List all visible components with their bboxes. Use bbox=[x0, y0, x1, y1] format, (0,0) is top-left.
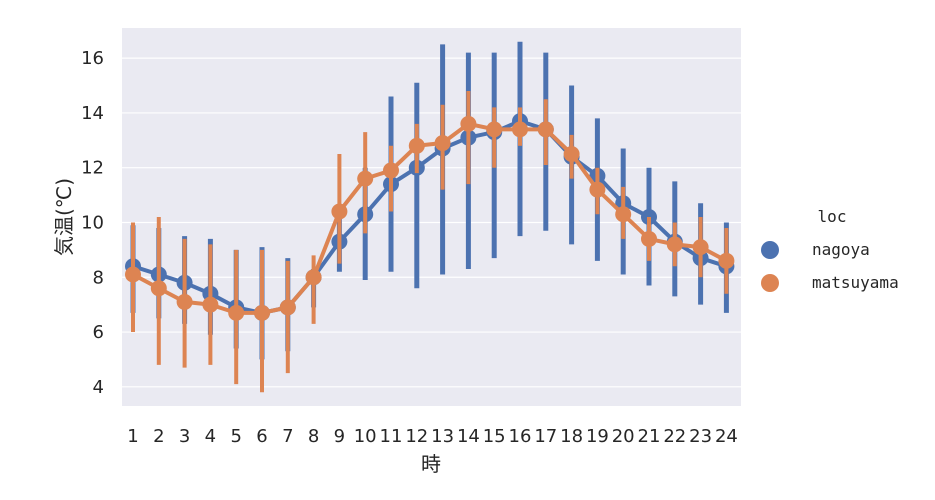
x-tick-16: 16 bbox=[509, 426, 532, 447]
matsuyama-point-6 bbox=[254, 304, 270, 321]
series-matsuyama bbox=[125, 91, 735, 393]
x-tick-6: 6 bbox=[256, 426, 267, 447]
x-tick-10: 10 bbox=[354, 426, 377, 447]
y-tick-4: 4 bbox=[93, 377, 104, 398]
matsuyama-point-22 bbox=[666, 236, 683, 253]
x-axis-label: 時 bbox=[421, 452, 441, 476]
matsuyama-point-11 bbox=[383, 162, 399, 179]
matsuyama-point-17 bbox=[537, 121, 554, 138]
matsuyama-point-15 bbox=[486, 121, 503, 138]
x-tick-5: 5 bbox=[230, 426, 241, 447]
matsuyama-point-2 bbox=[150, 280, 167, 297]
x-tick-7: 7 bbox=[282, 426, 293, 447]
matsuyama-point-1 bbox=[125, 266, 141, 283]
matsuyama-point-13 bbox=[434, 135, 451, 152]
legend-label-nagoya: nagoya bbox=[812, 240, 870, 259]
matsuyama-point-18 bbox=[563, 146, 580, 162]
y-tick-6: 6 bbox=[93, 322, 104, 343]
matsuyama-point-12 bbox=[408, 137, 425, 154]
x-tick-labels: 1 2 3 4 5 6 7 8 9 10 11 12 13 14 15 16 17 18 19 20 21 22 23 24 bbox=[127, 426, 738, 447]
x-tick-20: 20 bbox=[612, 426, 635, 447]
matsuyama-point-5 bbox=[228, 304, 245, 321]
x-tick-18: 18 bbox=[560, 426, 583, 447]
x-tick-3: 3 bbox=[179, 426, 190, 447]
y-tick-12: 12 bbox=[81, 158, 104, 179]
grid bbox=[122, 57, 741, 388]
y-tick-16: 16 bbox=[81, 48, 104, 69]
y-axis-label: 気温(℃) bbox=[52, 178, 76, 256]
x-tick-19: 19 bbox=[586, 426, 609, 447]
legend-label-matsuyama: matsuyama bbox=[812, 273, 899, 292]
x-tick-14: 14 bbox=[457, 426, 480, 447]
x-tick-11: 11 bbox=[380, 426, 403, 447]
legend-marker-matsuyama bbox=[761, 274, 779, 292]
x-tick-22: 22 bbox=[663, 426, 686, 447]
x-tick-8: 8 bbox=[308, 426, 319, 447]
x-tick-1: 1 bbox=[127, 426, 138, 447]
y-tick-8: 8 bbox=[93, 267, 104, 288]
plot-area bbox=[122, 28, 741, 406]
matsuyama-point-14 bbox=[460, 115, 477, 132]
x-tick-24: 24 bbox=[715, 426, 738, 447]
matsuyama-point-3 bbox=[176, 293, 193, 310]
x-tick-21: 21 bbox=[638, 426, 661, 447]
legend: loc nagoya matsuyama bbox=[761, 207, 899, 292]
matsuyama-point-20 bbox=[615, 206, 632, 223]
matsuyama-point-4 bbox=[202, 296, 219, 313]
matsuyama-point-23 bbox=[692, 239, 709, 256]
x-tick-23: 23 bbox=[689, 426, 712, 447]
series-layer bbox=[125, 41, 735, 393]
y-tick-14: 14 bbox=[81, 103, 104, 124]
x-tick-15: 15 bbox=[483, 426, 506, 447]
x-tick-13: 13 bbox=[431, 426, 454, 447]
x-tick-12: 12 bbox=[405, 426, 428, 447]
matsuyama-point-16 bbox=[512, 121, 528, 138]
x-tick-9: 9 bbox=[334, 426, 345, 447]
matsuyama-point-8 bbox=[305, 269, 322, 286]
x-tick-17: 17 bbox=[534, 426, 557, 447]
legend-title: loc bbox=[818, 207, 847, 226]
matsuyama-point-7 bbox=[279, 299, 296, 316]
matsuyama-point-21 bbox=[641, 230, 657, 247]
matsuyama-point-19 bbox=[589, 181, 606, 198]
matsuyama-point-24 bbox=[718, 252, 735, 269]
legend-marker-nagoya bbox=[761, 241, 779, 259]
x-tick-4: 4 bbox=[205, 426, 216, 447]
y-tick-labels: 4 6 8 10 12 14 16 bbox=[81, 48, 104, 398]
x-tick-2: 2 bbox=[153, 426, 164, 447]
matsuyama-point-9 bbox=[331, 203, 348, 220]
y-tick-10: 10 bbox=[81, 212, 104, 233]
matsuyama-point-10 bbox=[357, 170, 374, 187]
